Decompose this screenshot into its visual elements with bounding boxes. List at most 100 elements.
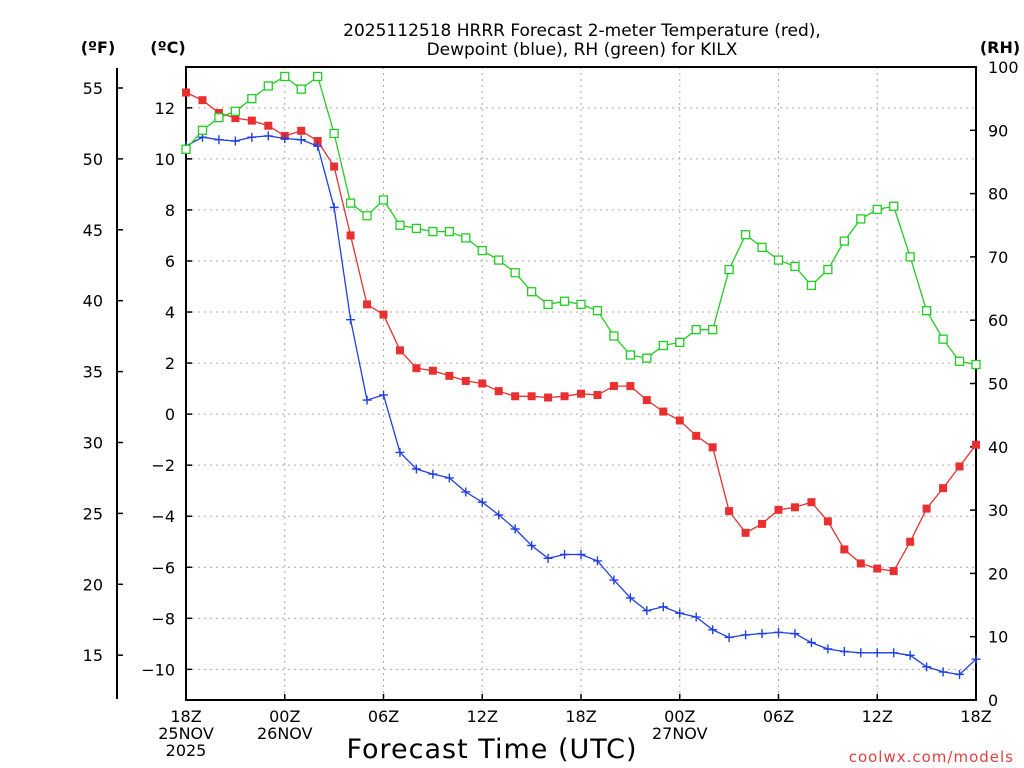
dewpoint-point bbox=[889, 648, 899, 658]
celsius-tick-label: 8 bbox=[165, 201, 175, 220]
temperature-point bbox=[609, 382, 618, 391]
rh-point bbox=[247, 94, 257, 104]
rh-tick-label: 50 bbox=[988, 375, 1008, 394]
temperature-point bbox=[182, 88, 190, 97]
dewpoint-point bbox=[247, 132, 257, 142]
rh-point bbox=[806, 280, 817, 291]
rh-tick-label: 60 bbox=[988, 311, 1008, 330]
x-tick-label: 2025 bbox=[166, 741, 207, 760]
right-unit-label: (RH) bbox=[980, 38, 1020, 57]
temperature-point bbox=[395, 346, 404, 355]
fahrenheit-tick-label: 40 bbox=[83, 292, 103, 311]
temperature-point bbox=[659, 407, 668, 416]
rh-point bbox=[444, 226, 454, 237]
dewpoint-point bbox=[839, 647, 849, 657]
rh-point bbox=[872, 204, 882, 215]
celsius-tick-label: −8 bbox=[151, 609, 175, 628]
x-tick-label: 27NOV bbox=[652, 724, 708, 743]
fahrenheit-tick-label: 20 bbox=[83, 575, 103, 594]
dewpoint-point bbox=[444, 473, 454, 483]
rh-point bbox=[889, 201, 899, 211]
dewpoint-point bbox=[214, 135, 224, 145]
dewpoint-point bbox=[675, 608, 685, 618]
x-tick-label: 18Z bbox=[170, 707, 201, 726]
dewpoint-point bbox=[461, 487, 471, 497]
celsius-tick-label: 6 bbox=[165, 252, 175, 271]
temperature-point bbox=[741, 528, 750, 537]
dewpoint-point bbox=[856, 648, 866, 658]
rh-tick-label: 10 bbox=[988, 628, 1008, 647]
celsius-tick-label: 10 bbox=[155, 150, 175, 169]
rh-tick-label: 40 bbox=[988, 438, 1008, 457]
rh-point bbox=[263, 81, 273, 91]
temperature-point bbox=[445, 371, 454, 380]
celsius-tick-label: 0 bbox=[165, 405, 175, 424]
x-tick-label: 12Z bbox=[467, 707, 498, 726]
dewpoint-point bbox=[757, 629, 767, 639]
temperature-point bbox=[412, 364, 421, 373]
rh-point bbox=[921, 306, 932, 316]
dewpoint-point bbox=[543, 553, 553, 563]
rh-point bbox=[592, 306, 603, 316]
dewpoint-point bbox=[790, 629, 800, 639]
rh-tick-label: 20 bbox=[988, 564, 1008, 583]
rh-point bbox=[230, 106, 241, 116]
temperature-point bbox=[198, 96, 207, 105]
temperature-point bbox=[511, 392, 520, 401]
celsius-tick-label: −4 bbox=[151, 507, 175, 526]
rh-point bbox=[559, 296, 570, 306]
dewpoint-point bbox=[362, 395, 372, 405]
temperature-point bbox=[692, 431, 701, 440]
temperature-point bbox=[823, 517, 832, 526]
dewpoint-point bbox=[592, 556, 602, 566]
dewpoint-point bbox=[395, 447, 405, 457]
dewpoint-point bbox=[905, 650, 915, 660]
x-tick-label: 06Z bbox=[763, 707, 794, 726]
dewpoint-point bbox=[230, 136, 240, 146]
temperature-point bbox=[478, 379, 487, 388]
rh-tick-label: 100 bbox=[988, 58, 1019, 77]
temperature-point bbox=[790, 503, 799, 512]
rh-point bbox=[773, 255, 784, 265]
fahrenheit-tick-label: 55 bbox=[83, 79, 103, 98]
celsius-tick-label: 4 bbox=[165, 303, 175, 322]
fahrenheit-tick-label: 15 bbox=[83, 646, 103, 665]
temperature-point bbox=[428, 366, 437, 375]
rh-point bbox=[378, 195, 389, 205]
temperature-point bbox=[297, 126, 306, 135]
rh-point bbox=[313, 71, 323, 82]
rh-point bbox=[280, 71, 290, 82]
celsius-tick-label: −10 bbox=[141, 660, 175, 679]
rh-point bbox=[658, 340, 668, 351]
temperature-point bbox=[840, 545, 849, 554]
credit-label: coolwx.com/models bbox=[849, 748, 1014, 766]
temperature-point bbox=[247, 116, 256, 125]
dewpoint-point bbox=[872, 648, 882, 658]
fahrenheit-tick-label: 30 bbox=[83, 433, 103, 452]
celsius-tick-label: −6 bbox=[151, 558, 175, 577]
rh-point bbox=[823, 264, 833, 275]
temperature-point bbox=[955, 462, 964, 471]
rh-point bbox=[642, 353, 652, 363]
rh-point bbox=[790, 261, 800, 272]
x-tick-label: 25NOV bbox=[158, 724, 214, 743]
rh-point bbox=[461, 233, 471, 243]
series-rh bbox=[181, 71, 981, 370]
temperature-point bbox=[363, 300, 372, 309]
dewpoint-point bbox=[955, 669, 965, 679]
rh-point bbox=[329, 128, 339, 139]
axes: 152025303540455055−10−8−6−4−202468101201… bbox=[83, 58, 1019, 760]
fahrenheit-tick-label: 35 bbox=[83, 363, 103, 382]
rh-tick-label: 30 bbox=[988, 501, 1008, 520]
x-tick-label: 18Z bbox=[960, 707, 991, 726]
rh-point bbox=[345, 198, 356, 208]
celsius-tick-label: −2 bbox=[151, 456, 175, 475]
dewpoint-point bbox=[527, 541, 537, 551]
fahrenheit-tick-label: 45 bbox=[83, 221, 103, 240]
temperature-point bbox=[577, 389, 585, 398]
temperature-point bbox=[544, 393, 553, 402]
rh-point bbox=[625, 350, 636, 360]
temperature-point bbox=[642, 396, 651, 405]
series-dewpoint bbox=[181, 131, 981, 679]
title-line-2: Dewpoint (blue), RH (green) for KILX bbox=[427, 40, 738, 60]
